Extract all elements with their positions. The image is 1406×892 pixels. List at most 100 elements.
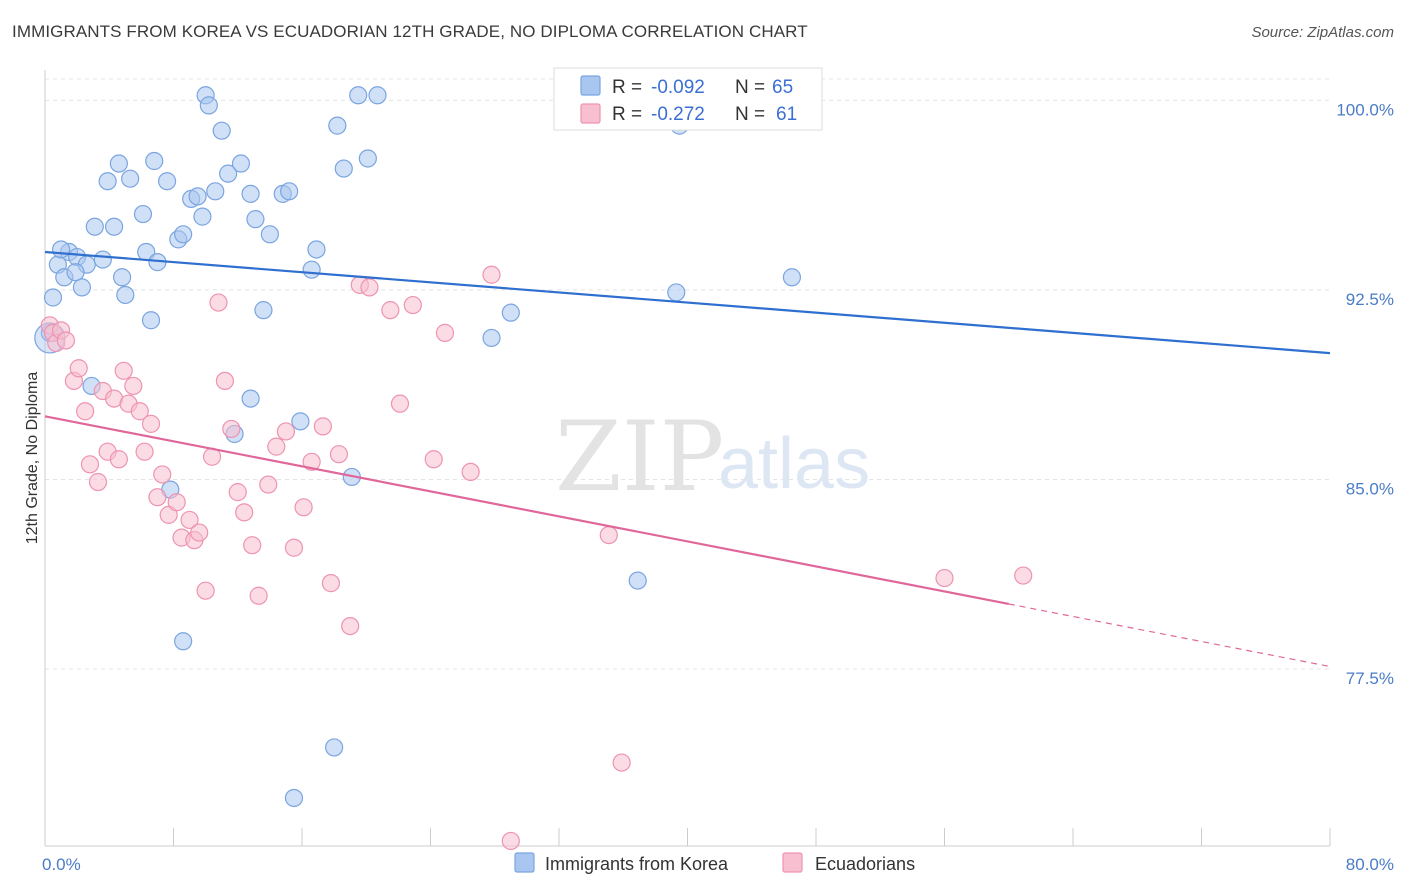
data-point-korea [358,149,377,168]
legend-r-value-ecuador: -0.272 [651,104,705,125]
data-point-korea [43,288,63,307]
data-point-korea [254,301,273,320]
data-point-ecuador [381,301,400,320]
data-point-ecuador [153,465,172,484]
data-point-korea [482,328,501,348]
data-point-korea [145,151,164,171]
data-point-ecuador [935,568,954,588]
x-ticks [44,828,1331,846]
data-point-korea [109,154,128,173]
data-point-korea [231,154,251,173]
data-point-korea [66,263,85,282]
data-point-ecuador [267,437,286,456]
data-point-korea [246,210,265,229]
data-point-ecuador [69,359,88,378]
legend-swatch-korea [580,75,601,96]
y-tick-label: 92.5% [1346,290,1394,309]
data-point-korea [260,225,279,244]
y-tick-label: 77.5% [1346,669,1394,688]
trend-line-ecuador-extrapolated [1008,603,1331,668]
data-point-ecuador [148,488,167,507]
data-point-korea [280,182,299,201]
data-point-ecuador [80,455,100,474]
data-point-korea [219,164,238,183]
data-point-korea [368,86,387,105]
data-point-ecuador [180,510,199,530]
series-ecuador-points [40,265,1033,851]
y-axis-title: 12th Grade, No Diploma [24,372,41,545]
data-point-ecuador [56,331,75,350]
data-point-ecuador [76,402,95,421]
data-point-korea [241,389,260,408]
data-point-ecuador [302,452,321,471]
data-point-korea [325,738,344,757]
data-point-ecuador [403,295,422,315]
legend-n-label-korea: N = [735,77,765,98]
data-point-korea [501,303,520,322]
data-point-korea [133,204,153,224]
data-point-korea [241,184,260,203]
data-point-ecuador [209,293,228,312]
watermark-atlas: atlas [718,424,870,504]
data-point-ecuador [341,616,360,636]
legend-n-value-ecuador: 61 [776,104,797,125]
data-point-ecuador [124,376,143,396]
data-point-korea [121,169,140,188]
data-point-ecuador [249,586,268,605]
legend-r-label-ecuador: R = [612,104,642,125]
data-point-ecuador [482,265,501,284]
data-point-ecuador [390,394,410,413]
data-point-ecuador [135,442,154,461]
data-point-ecuador [284,538,304,557]
data-point-ecuador [141,414,161,433]
chart-source: Source: ZipAtlas.com [1251,24,1394,41]
data-point-korea [206,182,225,201]
legend-r-value-korea: -0.092 [651,77,705,98]
data-point-ecuador [88,472,108,492]
data-point-korea [328,116,347,135]
y-tick-label: 85.0% [1346,479,1394,498]
data-point-ecuador [313,417,332,436]
data-point-korea [284,788,304,808]
watermark-zip: ZIP [555,401,724,513]
data-point-korea [349,86,368,105]
data-point-ecuador [196,581,215,600]
y-tick-labels: 77.5% 85.0% 92.5% 100.0% [1336,100,1394,688]
data-point-ecuador [599,525,618,545]
watermark: ZIP atlas [555,401,870,513]
data-point-ecuador [435,323,455,342]
data-point-ecuador [114,361,133,380]
data-point-korea [334,159,353,178]
data-point-korea [302,260,321,279]
data-point-korea [188,187,207,206]
data-point-ecuador [228,483,247,502]
chart-title: IMMIGRANTS FROM KOREA VS ECUADORIAN 12TH… [12,22,808,41]
data-point-ecuador [259,475,278,494]
trend-line-korea [44,250,1331,355]
series-legend-label-ecuador: Ecuadorians [815,854,915,874]
x-tick-label-min: 0.0% [42,855,81,874]
data-point-korea [628,571,647,590]
data-point-korea [104,217,124,236]
data-point-ecuador [360,278,379,297]
data-point-korea [174,632,193,651]
data-point-ecuador [424,450,443,469]
data-point-ecuador [190,523,209,542]
data-point-korea [112,268,132,287]
correlation-legend: R = -0.092 N = 65 R = -0.272 N = 61 [553,67,823,131]
data-point-korea [93,250,112,269]
data-point-ecuador [167,493,186,512]
legend-n-value-korea: 65 [772,77,793,98]
data-point-ecuador [235,503,254,522]
data-point-ecuador [294,498,313,517]
series-legend-label-korea: Immigrants from Korea [545,854,729,874]
data-point-ecuador [329,445,349,464]
x-tick-label-max: 80.0% [1346,855,1394,874]
data-point-ecuador [461,462,480,482]
data-point-ecuador [215,371,234,391]
data-point-korea [141,311,161,330]
data-point-ecuador [130,402,149,421]
data-point-korea [193,207,212,226]
data-point-ecuador [109,450,128,469]
